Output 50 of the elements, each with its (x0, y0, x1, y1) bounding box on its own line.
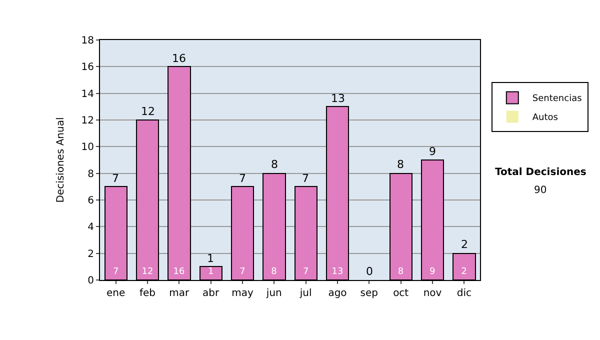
data-label: 7 (240, 267, 246, 277)
total-label: 13 (331, 92, 345, 105)
data-label: 8 (398, 267, 404, 277)
text: 90 (534, 185, 547, 196)
data-label: 9 (430, 267, 436, 277)
data-label: 7 (302, 267, 309, 277)
legend-label: Autos (532, 113, 558, 124)
legend-label: Sentencias (532, 94, 582, 104)
total-label: 9 (429, 145, 436, 158)
y-tick-label: 12 (81, 116, 94, 126)
x-tick-label: ene (106, 288, 126, 299)
y-tick-label: 18 (81, 36, 94, 46)
x-tick-label: jul (298, 288, 312, 299)
total-label: 12 (141, 105, 155, 118)
x-tick-label: sep (360, 288, 378, 299)
text: Total Decisiones (495, 167, 586, 178)
y-tick-label: 8 (88, 168, 94, 180)
y-tick-label: 0 (88, 276, 94, 286)
y-tick-label: 2 (88, 248, 94, 260)
total-label: 7 (112, 172, 119, 185)
y-tick-label: 16 (81, 62, 94, 74)
total-label: 8 (271, 158, 278, 171)
x-tick-label: oct (393, 288, 409, 299)
x-tick-label: nov (423, 288, 442, 299)
total-label: 0 (366, 265, 373, 278)
x-tick-label: mar (169, 288, 190, 299)
total-label: 7 (239, 172, 246, 185)
x-tick-label: dic (456, 288, 472, 299)
y-tick-label: 6 (88, 196, 94, 206)
y-axis-title: Decisiones Anual (55, 117, 66, 203)
data-label: 1 (208, 267, 214, 277)
data-label: 12 (142, 267, 154, 277)
y-tick-label: 14 (81, 88, 94, 100)
data-label: 7 (112, 267, 119, 277)
data-label: 16 (173, 267, 186, 277)
y-tick-label: 4 (88, 222, 94, 234)
data-label: 8 (271, 267, 278, 277)
data-label: 2 (461, 267, 468, 277)
total-label: 16 (172, 52, 186, 65)
total-label: 2 (461, 238, 468, 251)
x-tick-label: feb (139, 288, 156, 299)
x-tick-label: ago (328, 288, 347, 299)
y-tick-label: 10 (81, 142, 94, 154)
total-label: 8 (397, 158, 404, 171)
total-label: 1 (207, 252, 214, 265)
total-label: 7 (302, 172, 309, 185)
x-tick-label: may (232, 288, 254, 299)
x-tick-label: jun (265, 288, 282, 299)
x-tick-label: abr (202, 288, 220, 299)
data-label: 13 (332, 267, 344, 277)
